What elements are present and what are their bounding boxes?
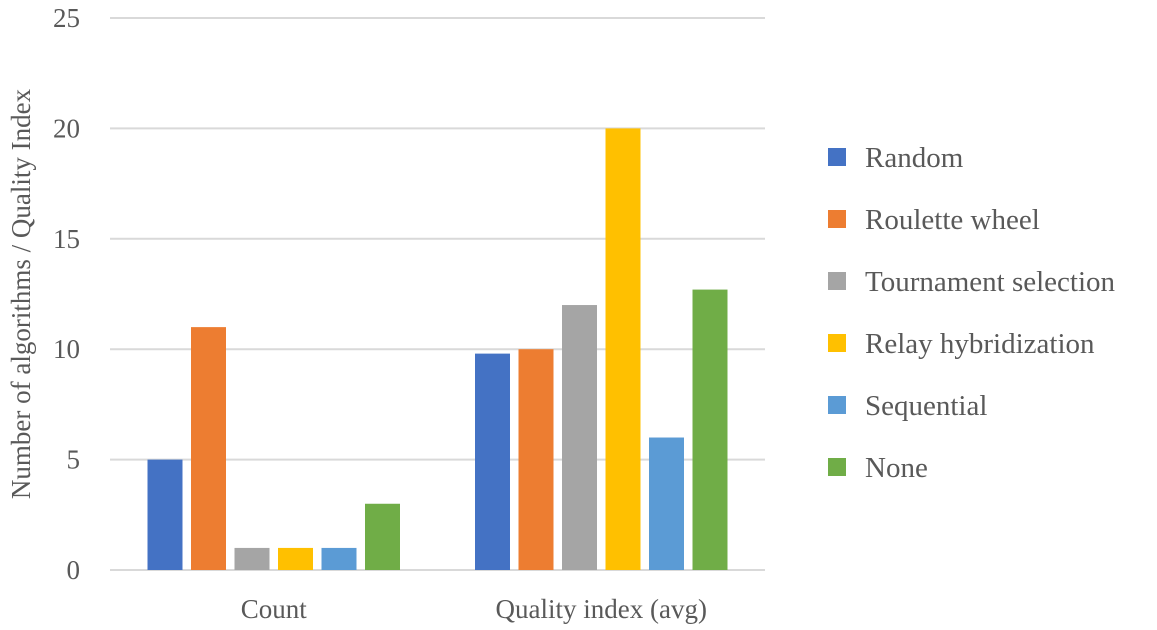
legend-label: None (865, 452, 928, 484)
legend-item: Relay hybridization (828, 328, 1095, 360)
legend-swatch (828, 458, 846, 476)
legend: Random Roulette wheel Tournament selection… (828, 142, 1116, 484)
legend-label: Relay hybridization (865, 328, 1095, 360)
y-tick-label: 25 (53, 3, 80, 33)
bar-sequential (321, 547, 357, 570)
bar-roulette-wheel (518, 349, 554, 570)
bar-relay-hybridization (605, 128, 641, 570)
x-axis-categories: Count Quality index (avg) (241, 594, 707, 624)
legend-swatch (828, 210, 846, 228)
x-category-label: Count (241, 594, 308, 624)
legend-item: Roulette wheel (828, 204, 1040, 236)
bar-random (147, 459, 183, 570)
bar-none (692, 289, 728, 570)
y-tick-label: 0 (67, 555, 81, 585)
legend-swatch (828, 272, 846, 290)
legend-label: Sequential (865, 390, 987, 422)
y-tick-label: 15 (53, 224, 80, 254)
legend-label: Roulette wheel (865, 204, 1040, 236)
bars (147, 128, 728, 570)
legend-item: Sequential (828, 390, 987, 422)
bar-tournament-selection (562, 305, 597, 570)
y-axis-label: Number of algorithms / Quality Index (6, 88, 36, 499)
legend-swatch (828, 396, 846, 414)
legend-item: Random (828, 142, 964, 174)
legend-label: Random (865, 142, 964, 174)
bar-none (365, 503, 400, 570)
legend-swatch (828, 334, 846, 352)
bar-sequential (649, 437, 684, 570)
y-axis-ticks: 0 5 10 15 20 25 (53, 3, 80, 585)
bar-relay-hybridization (278, 547, 313, 570)
bar-roulette-wheel (191, 327, 226, 570)
x-category-label: Quality index (avg) (496, 594, 707, 624)
y-tick-label: 10 (53, 334, 80, 364)
bar-random (475, 353, 510, 570)
y-tick-label: 5 (67, 445, 81, 475)
y-tick-label: 20 (53, 113, 80, 143)
legend-item: None (828, 452, 928, 484)
legend-item: Tournament selection (828, 266, 1116, 298)
legend-swatch (828, 148, 846, 166)
bar-tournament-selection (234, 547, 270, 570)
legend-label: Tournament selection (865, 266, 1116, 298)
